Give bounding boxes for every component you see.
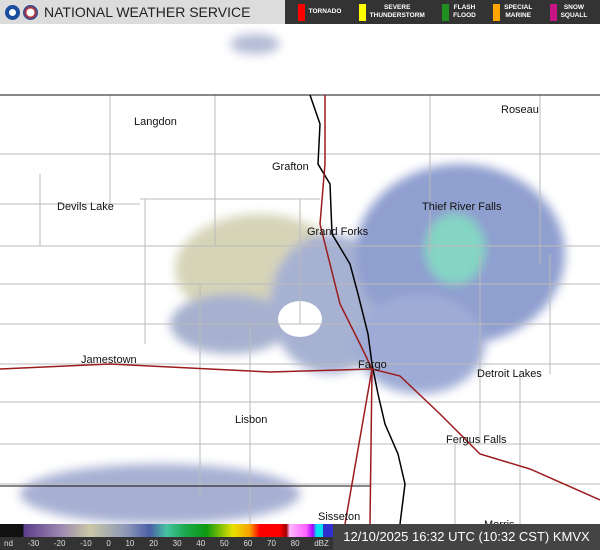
- tick: 80: [290, 539, 300, 548]
- nws-logo-icon: [23, 4, 38, 20]
- flood-swatch: [442, 3, 450, 21]
- radar-echoes: [20, 34, 565, 524]
- warning-label: SPECIAL MARINE: [504, 4, 533, 19]
- severe-swatch: [358, 3, 366, 21]
- squall-swatch: [549, 3, 557, 21]
- tick: -10: [80, 539, 92, 548]
- warning-special-marine: SPECIAL MARINE: [493, 3, 533, 21]
- county-lines: [0, 95, 600, 524]
- city-label: Jamestown: [81, 354, 137, 366]
- tornado-swatch: [297, 3, 305, 21]
- tick: 70: [267, 539, 276, 548]
- highways: [0, 95, 600, 524]
- city-label: Roseau: [501, 104, 539, 116]
- tick: 10: [125, 539, 135, 548]
- city-label: Fargo: [358, 359, 387, 371]
- city-label: Lisbon: [235, 414, 268, 426]
- warning-label: SNOW SQUALL: [560, 4, 588, 19]
- tick: 60: [243, 539, 253, 548]
- city-label: Langdon: [134, 116, 177, 128]
- warning-label: SEVERE THUNDERSTORM: [369, 4, 425, 19]
- color-scale: [0, 524, 333, 537]
- warning-snow-squall: SNOW SQUALL: [549, 3, 588, 21]
- city-label: Devils Lake: [57, 201, 114, 213]
- tick: 50: [219, 539, 229, 548]
- radar-map[interactable]: [0, 24, 600, 524]
- city-label: Grafton: [272, 161, 309, 173]
- warning-label: FLASH FLOOD: [453, 4, 476, 19]
- city-label: Sisseton: [318, 511, 361, 523]
- tick: 30: [172, 539, 182, 548]
- tick: 20: [149, 539, 158, 548]
- warning-severe-thunderstorm: SEVERE THUNDERSTORM: [358, 3, 425, 21]
- tick: -30: [27, 539, 40, 548]
- warning-flash-flood: FLASH FLOOD: [442, 3, 476, 21]
- warning-label: TORNADO: [308, 8, 342, 15]
- header: NATIONAL WEATHER SERVICE TORNADO SEVERE …: [0, 0, 600, 24]
- state-border: [0, 94, 600, 487]
- warning-tornado: TORNADO: [297, 3, 342, 21]
- city-label: Grand Forks: [307, 226, 369, 238]
- tick: nd: [4, 539, 13, 548]
- city-label: Detroit Lakes: [477, 368, 542, 380]
- tick: -20: [53, 539, 66, 548]
- site-title: NATIONAL WEATHER SERVICE: [44, 4, 251, 20]
- legend-ticks: nd -30 -20 -10 0 10 20 30 40 50 60 70 80 dBZ: [0, 537, 333, 550]
- warning-legend: TORNADO SEVERE THUNDERSTORM FLASH FLOOD …: [285, 0, 600, 24]
- timestamp: 12/10/2025 16:32 UTC (10:32 CST) KMVX: [333, 524, 600, 550]
- tick: dBZ: [314, 539, 329, 548]
- reflectivity-legend: nd -30 -20 -10 0 10 20 30 40 50 60 70 80 dBZ: [0, 524, 333, 550]
- tick: 0: [106, 539, 111, 548]
- red-river: [309, 94, 406, 524]
- nws-brand[interactable]: NATIONAL WEATHER SERVICE: [0, 0, 285, 24]
- city-label: Fergus Falls: [446, 434, 507, 446]
- tick: 40: [196, 539, 206, 548]
- marine-swatch: [493, 3, 501, 21]
- city-label: Thief River Falls: [422, 201, 502, 213]
- noaa-logo-icon: [5, 4, 20, 20]
